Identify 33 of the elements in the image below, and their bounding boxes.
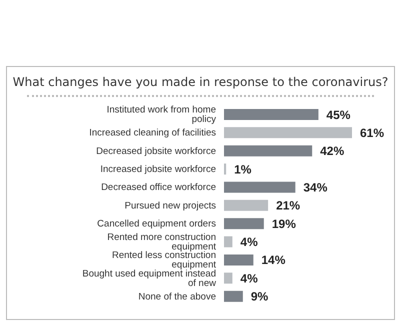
- y-tick-label: None of the above: [138, 291, 216, 302]
- bar: [224, 218, 264, 230]
- data-label: 61%: [360, 126, 384, 140]
- y-tick-label: Increased jobsite workforce: [100, 164, 216, 176]
- y-tick-label: Bought used equipment instead of new: [82, 268, 216, 289]
- y-tick-label: Rented less construction equipment: [112, 250, 216, 271]
- bar: [224, 200, 268, 211]
- bar: [224, 145, 312, 156]
- bar: [224, 290, 243, 302]
- y-tick-label: Decreased jobsite workforce: [96, 146, 216, 157]
- y-tick-label: Decreased office workforce: [101, 182, 216, 194]
- bar: [224, 236, 232, 248]
- data-label: 19%: [272, 216, 296, 231]
- data-label: 1%: [234, 162, 252, 176]
- y-tick-label: Increased cleaning of facilities: [89, 128, 216, 139]
- data-label: 34%: [303, 180, 328, 194]
- data-label: 4%: [240, 271, 258, 286]
- bar: [224, 254, 254, 266]
- data-label: 4%: [240, 235, 258, 250]
- y-tick-label: Rented more construction equipment: [107, 232, 216, 252]
- data-label: 42%: [320, 144, 344, 158]
- y-tick-label: Instituted work from home policy: [106, 104, 216, 126]
- bar: [224, 127, 352, 138]
- bar: [224, 272, 232, 284]
- data-label: 21%: [276, 198, 300, 213]
- y-tick-label: Pursued new projects: [124, 200, 216, 212]
- data-label: 14%: [261, 253, 286, 268]
- bar: [224, 182, 296, 193]
- data-label: 45%: [326, 108, 351, 122]
- bar: [224, 109, 318, 120]
- chart-title: What changes have you made in response to the coronavirus?: [12, 75, 390, 89]
- y-tick-label: Cancelled equipment orders: [97, 218, 216, 230]
- data-label: 9%: [250, 290, 269, 304]
